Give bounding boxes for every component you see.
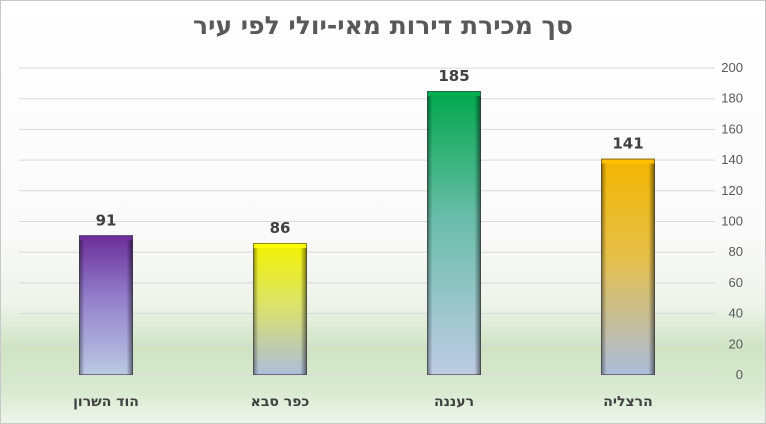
bar-top-edge: [79, 235, 133, 241]
y-tick-label: 100: [721, 214, 743, 229]
data-label: 86: [270, 219, 291, 237]
y-tick-label: 60: [729, 275, 743, 290]
bar-bevel: [427, 91, 481, 376]
bar-top-edge: [427, 91, 481, 97]
bar-outline: [79, 235, 133, 375]
y-axis-ticks: 0 20 40 60 80 100 120 140 160 180 200: [721, 60, 743, 382]
chart-title: סך מכירת דירות מאי-יולי לפי עיר: [193, 11, 573, 40]
y-tick-label: 200: [721, 60, 743, 75]
bar-top-edge: [601, 158, 655, 164]
bar-outline: [253, 242, 307, 375]
bar-bevel: [253, 242, 307, 375]
bars: [79, 91, 655, 376]
bar-bevel: [601, 158, 655, 375]
data-label: 185: [438, 67, 469, 85]
category-label: הוד השרון: [73, 394, 139, 410]
y-tick-label: 120: [721, 183, 743, 198]
bar-outline: [601, 158, 655, 375]
y-tick-label: 140: [721, 152, 743, 167]
y-tick-label: 160: [721, 121, 743, 136]
data-labels: 141 185 86 91: [96, 67, 644, 237]
category-labels: הרצליה רעננה כפר סבא הוד השרון: [73, 394, 653, 410]
gridlines: [19, 67, 715, 376]
data-label: 141: [612, 135, 643, 153]
category-label: הרצליה: [603, 394, 652, 410]
y-tick-label: 80: [729, 244, 743, 259]
bar-top-edge: [253, 242, 307, 248]
category-label: כפר סבא: [251, 394, 310, 410]
y-tick-label: 20: [729, 336, 743, 351]
bar-outline: [427, 91, 481, 376]
category-label: רעננה: [434, 394, 474, 410]
y-tick-label: 180: [721, 91, 743, 106]
y-tick-label: 0: [736, 367, 743, 382]
bar-bevel: [79, 235, 133, 375]
y-tick-label: 40: [729, 306, 743, 321]
data-label: 91: [96, 211, 117, 229]
